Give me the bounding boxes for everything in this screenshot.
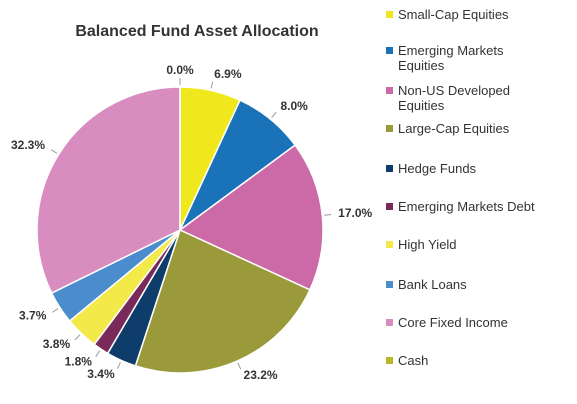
legend-item: Non-US Developed Equities [386,83,576,113]
legend-item: Small-Cap Equities [386,7,576,22]
legend-swatch [386,87,393,94]
legend-label: Hedge Funds [398,161,477,176]
legend-label: High Yield [398,237,457,252]
legend-swatch [386,319,393,326]
data-label: 3.7% [19,308,47,322]
leader-line [271,111,277,118]
data-label: 1.8% [65,355,93,369]
legend-item: Core Fixed Income [386,315,576,330]
legend-swatch [386,11,393,18]
data-label: 3.8% [43,337,71,351]
legend-label: Small-Cap Equities [398,7,509,22]
leader-line [210,81,214,89]
legend-label: Emerging Markets Debt [398,199,535,214]
leader-line [95,350,101,357]
legend-swatch [386,357,393,364]
legend-swatch [386,241,393,248]
pie-slice [134,228,311,374]
leader-line [74,334,81,341]
pie-slice [36,86,181,295]
leader-line [117,361,121,369]
legend-label: Large-Cap Equities [398,121,510,136]
legend-item: Bank Loans [386,277,576,292]
data-label: 23.2% [244,368,278,382]
legend-label: Emerging Markets Equities [398,43,504,73]
legend-swatch [386,47,393,54]
legend-label: Bank Loans [398,277,467,292]
pie-slice [178,144,324,291]
leader-line [324,214,332,216]
legend-label: Core Fixed Income [398,315,508,330]
data-label: 8.0% [280,99,308,113]
data-label: 17.0% [338,206,372,220]
data-label: 0.0% [166,63,194,77]
data-label: 3.4% [87,367,115,381]
legend-item: Emerging Markets Equities [386,43,576,73]
legend-item: High Yield [386,237,576,252]
legend-swatch [386,281,393,288]
legend-swatch [386,203,393,210]
legend-swatch [386,125,393,132]
legend-item: Large-Cap Equities [386,121,576,136]
data-label: 32.3% [11,138,45,152]
leader-line [50,149,58,154]
leader-line [237,362,242,370]
leader-line [51,308,59,313]
legend-swatch [386,165,393,172]
legend-item: Cash [386,353,576,368]
legend-label: Non-US Developed Equities [398,83,511,113]
chart-title: Balanced Fund Asset Allocation [75,23,318,40]
data-label: 6.9% [214,67,242,81]
legend-item: Hedge Funds [386,161,576,176]
legend-label: Cash [398,353,429,368]
legend-item: Emerging Markets Debt [386,199,576,214]
